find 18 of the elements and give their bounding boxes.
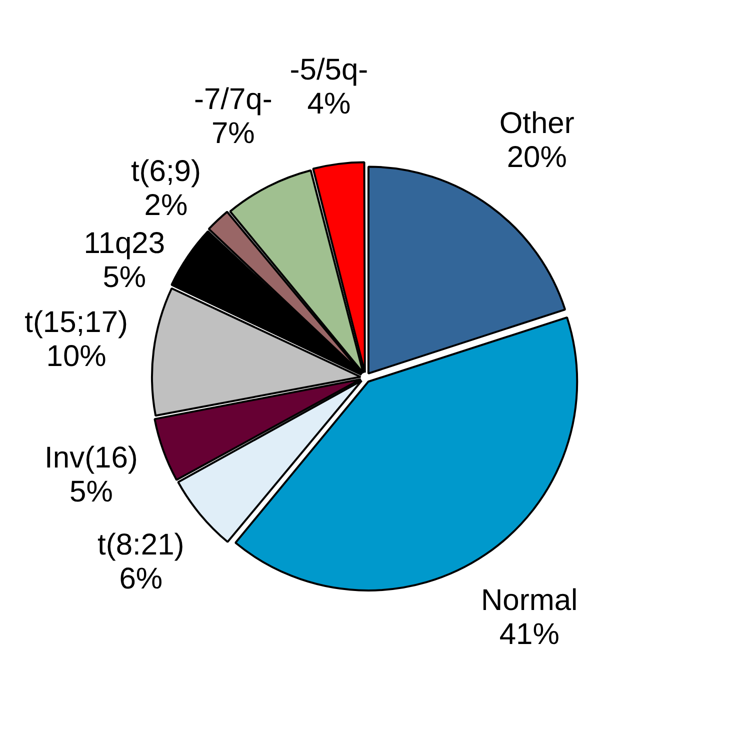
- slice-label: 11q23: [84, 227, 166, 260]
- data-label: 5%: [70, 476, 113, 509]
- slice-label: Other: [499, 106, 574, 140]
- slice-label: Normal: [481, 584, 578, 617]
- slice-label: t(15;17): [24, 306, 128, 340]
- data-label: 7%: [211, 117, 255, 150]
- slice-label: -5/5q-: [290, 54, 368, 87]
- slice-label: t(8:21): [98, 528, 184, 562]
- slice-label: -7/7q-: [194, 83, 272, 116]
- data-label: 20%: [506, 140, 567, 174]
- data-label: 41%: [499, 618, 560, 651]
- data-label: 5%: [102, 261, 146, 294]
- data-label: 6%: [119, 562, 163, 596]
- data-label: 10%: [46, 340, 106, 374]
- data-label: 2%: [144, 189, 188, 222]
- slice-label: Inv(16): [44, 442, 138, 475]
- slice-label: t(6;9): [130, 155, 201, 188]
- data-label: 4%: [307, 88, 351, 121]
